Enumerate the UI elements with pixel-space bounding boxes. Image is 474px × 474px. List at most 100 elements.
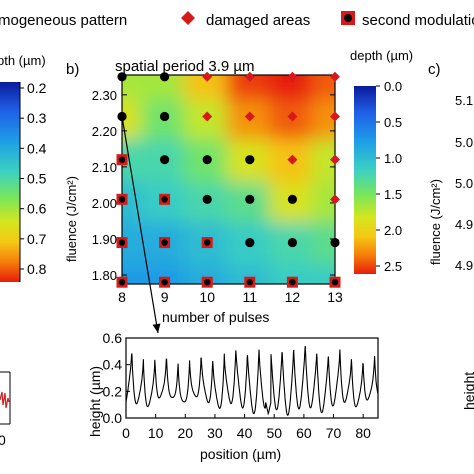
marker-homogeneous [245,194,255,204]
profile-xtick: 70 [326,425,342,441]
heatmap-xlabel: number of pulses [162,309,269,325]
heatmap-xtick: 11 [243,289,258,305]
profile-xtick: 60 [296,425,312,441]
heatmap-markers [116,71,341,288]
right-ytick: 4.9 [455,258,473,273]
profile-xtick: 40 [237,425,253,441]
heatmap-xtick: 8 [118,289,126,305]
profile-xtick: 0 [122,425,130,441]
zoom-arrow-head [152,323,161,333]
heatmap-cell [311,259,335,284]
marker-damaged [202,111,213,122]
profile-ytick: 0.0 [103,410,123,426]
heatmap-cell [122,93,146,140]
profile-xtick: 10 [148,425,164,441]
right-ytick: 5.1 [455,93,473,108]
profile-ylabel: height (µm) [87,366,103,437]
panel-b: b) spatial period 3.9 µm 8 9 10 11 12 13 1.80 1… [64,48,413,334]
marker-second-modulation-dot [118,196,126,203]
heatmap-ytick: 2.10 [92,160,117,175]
marker-damaged [287,111,298,122]
marker-second-modulation-dot [331,278,339,286]
left-colorbar-tick: 0.5 [27,171,47,187]
profile-xlabel: position (µm) [200,446,281,462]
legend: mogeneous pattern damaged areas second m… [0,11,474,29]
marker-second-modulation-dot [118,278,126,286]
marker-damaged [202,71,213,82]
legend-label-damaged: damaged areas [206,12,310,29]
heatmap-xtick: 9 [161,289,169,305]
panel-c-label: c) [428,61,441,78]
colorbar-tick: 0.5 [384,115,402,130]
legend-square-dot [344,14,352,22]
heatmap-ylabel: fluence (J/cm²) [64,176,79,262]
depth-colorbar [354,86,376,274]
left-colorbar-tick: 0.3 [27,110,47,126]
panel-b-label: b) [66,61,79,78]
legend-label-homogeneous: mogeneous pattern [0,12,127,29]
left-colorbar-tick: 0.6 [27,201,47,217]
marker-damaged [330,111,340,122]
heatmap-xtick: 13 [327,289,343,305]
marker-damaged [244,71,255,82]
heatmap-frame [121,74,336,285]
heatmap-ytick: 2.30 [92,88,117,103]
profile-xtick: 20 [178,425,194,441]
profile-ytick: 0.2 [103,383,123,399]
right-inset-ylabel: height [461,372,474,410]
heatmap-cell [311,176,335,223]
marker-second-modulation-dot [161,278,168,286]
marker-homogeneous [160,155,170,165]
right-panel: c) fluence (J/cm²) 5.1 5.0 5.0 4.9 4.9 heigh… [428,61,474,410]
marker-damaged [330,71,340,82]
colorbar-tick: 1.5 [384,187,402,202]
heatmap-cell [311,75,335,100]
heatmap-cell [122,75,146,100]
right-ytick: 5.0 [455,176,473,191]
marker-second-modulation-dot [246,278,253,286]
left-colorbar-tick: 0.8 [27,261,47,277]
right-ytick: 4.9 [455,217,473,232]
profile-xtick: 30 [207,425,223,441]
marker-damaged [287,154,298,165]
marker-homogeneous [160,111,170,122]
left-inset-trace [0,391,10,409]
heatmap-cell [311,93,335,140]
profile-ytick: 0.4 [103,357,123,373]
heatmap-axes: 8 9 10 11 12 13 1.80 1.90 2.00 2.10 2.20 2.30 [92,75,343,305]
profile-xtick: 50 [266,425,282,441]
marker-second-modulation-dot [204,278,211,286]
left-colorbar-ticks: 0.2 0.3 0.4 0.5 0.6 0.7 0.8 [20,80,47,277]
marker-second-modulation-dot [204,239,211,246]
heatmap-ytick: 1.80 [92,268,117,283]
marker-homogeneous [245,237,255,248]
heatmap-cell [311,136,335,183]
heatmap-cell [122,219,146,266]
marker-homogeneous [330,237,340,248]
marker-second-modulation-dot [118,239,126,246]
marker-second-modulation-dot [118,156,126,163]
profile-axes: 0 10 20 30 40 50 60 70 80 0.0 0.2 0.4 0.6 [103,330,372,441]
marker-damaged [287,71,298,82]
left-colorbar-tick: 0.2 [27,80,47,96]
heatmap-cell [122,259,146,284]
right-yticks: 5.1 5.0 5.0 4.9 4.9 [455,93,473,273]
left-colorbar [0,82,20,282]
heatmap-cell [311,219,335,266]
marker-second-modulation-dot [289,278,296,286]
marker-homogeneous [202,155,212,165]
right-ytick: 5.0 [455,135,473,150]
heatmap-ytick: 1.90 [92,232,117,247]
marker-homogeneous [287,237,297,248]
colorbar-tick: 0.0 [384,79,402,94]
marker-homogeneous [287,194,297,204]
left-colorbar-tick: 0.7 [27,231,47,247]
left-colorbar-title: pth (µm) [0,53,46,68]
profile-series-line [126,345,378,416]
legend-diamond-icon [181,11,195,25]
colorbar-tick: 2.0 [384,223,402,238]
colorbar-tick: 1.0 [384,151,402,166]
heatmap-cells [122,75,335,284]
colorbar-tick: 2.5 [384,259,402,274]
